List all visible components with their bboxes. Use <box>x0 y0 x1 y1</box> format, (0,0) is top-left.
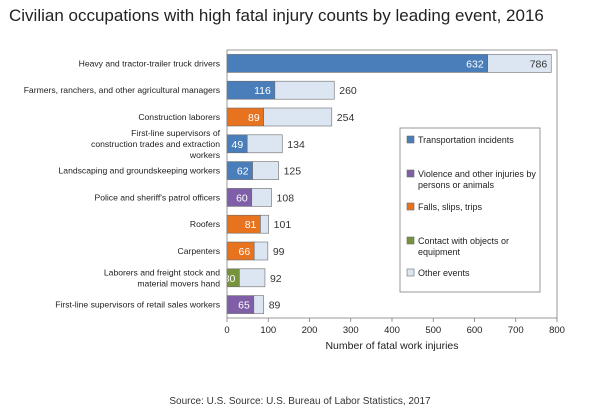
bar-other-segment <box>253 241 269 261</box>
legend-swatch <box>406 236 415 245</box>
bar-total-label: 134 <box>287 139 305 151</box>
legend-label: Falls, slips, trips <box>418 202 483 212</box>
x-tick-label: 100 <box>260 325 276 336</box>
legend-swatch <box>406 202 415 211</box>
bar-value-label: 65 <box>238 300 250 312</box>
bar-other-segment <box>239 268 266 288</box>
bar-value-label: 66 <box>239 246 251 258</box>
bar-total-label: 260 <box>339 85 357 97</box>
category-label: First-line supervisors of <box>131 128 220 138</box>
category-label: Roofers <box>190 219 220 229</box>
bar-other-segment <box>274 80 335 100</box>
bar-value-label: 89 <box>248 112 260 124</box>
x-axis-title: Number of fatal work injuries <box>325 340 458 352</box>
legend-label: Other events <box>418 268 470 278</box>
legend-swatch <box>406 268 415 277</box>
bar-total-label: 786 <box>530 58 548 70</box>
bar-other-segment <box>252 161 279 180</box>
legend-label: Violence and other injuries by <box>418 169 536 179</box>
bar-other-segment <box>260 214 269 234</box>
x-tick-label: 600 <box>467 325 483 336</box>
legend-swatch <box>406 135 415 144</box>
bar-other-segment <box>487 54 552 73</box>
bar-total-label: 89 <box>269 300 281 312</box>
bar-other-segment <box>251 188 272 207</box>
bar-value-label: 60 <box>236 192 248 204</box>
bar-total-label: 125 <box>284 166 302 178</box>
category-label: workers <box>189 150 220 160</box>
bar-total-label: 108 <box>277 192 295 204</box>
category-label: First-line supervisors of retail sales w… <box>55 300 220 310</box>
chart-title: Civilian occupations with high fatal inj… <box>9 6 544 25</box>
x-tick-label: 800 <box>549 325 565 336</box>
bar-value-label: 632 <box>466 58 484 70</box>
legend-label: Transportation incidents <box>418 135 514 145</box>
category-label: Heavy and tractor-trailer truck drivers <box>79 58 220 68</box>
bar-value-label: 49 <box>232 139 244 151</box>
bar-value-label: 30 <box>224 273 236 285</box>
category-label: Landscaping and groundskeeping workers <box>59 166 220 176</box>
category-label: Police and sheriff's patrol officers <box>94 192 220 202</box>
chart-source: Source: U.S. Source: U.S. Bureau of Labo… <box>169 396 431 407</box>
legend-swatch <box>406 169 415 178</box>
bar-value-label: 81 <box>245 219 257 231</box>
x-tick-label: 300 <box>343 325 359 336</box>
legend-label: equipment <box>418 247 461 257</box>
legend-box <box>399 127 541 293</box>
x-tick-label: 400 <box>384 325 400 336</box>
legend-label: persons or animals <box>418 180 495 190</box>
x-tick-label: 200 <box>302 325 318 336</box>
bar-value-label: 62 <box>237 166 249 178</box>
x-tick-label: 700 <box>508 325 524 336</box>
bar-total-label: 101 <box>274 219 292 231</box>
category-label: Construction laborers <box>138 112 220 122</box>
category-label: material movers hand <box>137 278 220 288</box>
category-label: Laborers and freight stock and <box>104 267 220 277</box>
bar-other-segment <box>263 107 333 127</box>
bar-total-label: 99 <box>273 246 285 258</box>
category-label: Farmers, ranchers, and other agricultura… <box>24 85 220 95</box>
category-label: Carpenters <box>177 246 220 256</box>
bar-other-segment <box>246 134 283 154</box>
bar-value-label: 116 <box>254 85 271 97</box>
x-tick-label: 0 <box>224 325 229 336</box>
bar-leading-segment <box>226 54 489 73</box>
x-tick-label: 500 <box>425 325 441 336</box>
bar-other-segment <box>253 295 265 314</box>
bar-total-label: 92 <box>270 273 282 285</box>
bar-total-label: 254 <box>337 112 355 124</box>
legend-label: Contact with objects or <box>418 236 509 246</box>
category-label: construction trades and extraction <box>91 139 220 149</box>
